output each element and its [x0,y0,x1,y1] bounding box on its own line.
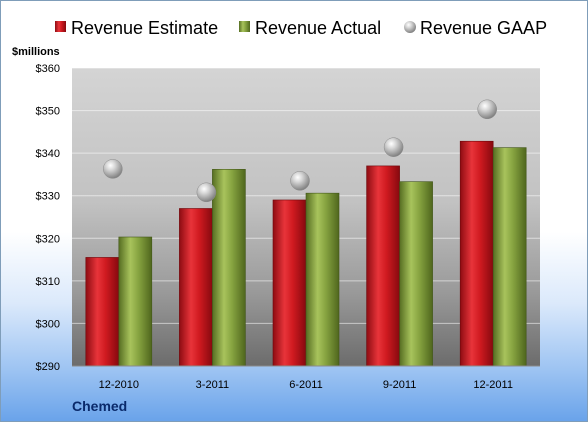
y-tick-label: $290 [36,361,60,373]
bar-revenue-estimate [179,208,213,367]
x-axis-ticks: 12-2010 3-2011 6-2011 9-2011 12-2011 [99,379,513,391]
bar-revenue-actual [305,192,340,367]
bar-revenue-estimate [85,257,120,367]
legend-label-gaap: Revenue GAAP [420,18,547,38]
x-tick-label: 3-2011 [196,379,229,391]
point-revenue-gaap [290,171,310,191]
point-revenue-gaap [103,159,123,179]
point-revenue-gaap [383,137,404,157]
y-tick-label: $330 [36,191,60,203]
bar-revenue-estimate [459,140,494,367]
x-tick-label: 9-2011 [383,379,416,391]
y-axis-ticks: $290 $300 $310 $320 $330 $340 $350 $360 [36,63,60,373]
x-tick-label: 6-2011 [289,379,322,391]
legend-label-actual: Revenue Actual [255,18,381,38]
legend-swatch-actual [239,21,250,32]
legend-label-estimate: Revenue Estimate [71,18,218,38]
y-tick-label: $300 [36,318,60,330]
company-name: Chemed [72,398,127,414]
legend: Revenue Estimate Revenue Actual Revenue … [55,18,547,38]
bar-revenue-actual [118,236,153,367]
y-tick-label: $360 [36,63,60,75]
gaap-points [103,99,497,203]
y-tick-label: $350 [36,106,60,118]
point-revenue-gaap [196,182,217,203]
bar-revenue-actual [399,181,433,367]
legend-swatch-estimate [55,21,66,32]
y-tick-label: $340 [36,148,60,160]
bar-revenue-actual [492,147,527,367]
y-unit-label: $millions [12,46,60,58]
y-tick-label: $320 [36,233,60,245]
bar-revenue-actual [212,169,246,367]
bar-revenue-estimate [366,165,400,367]
y-tick-label: $310 [36,276,60,288]
legend-swatch-gaap [404,21,416,33]
point-revenue-gaap [477,99,497,120]
x-tick-label: 12-2011 [473,379,513,391]
x-tick-label: 12-2010 [99,379,139,391]
bar-revenue-estimate [272,199,307,367]
